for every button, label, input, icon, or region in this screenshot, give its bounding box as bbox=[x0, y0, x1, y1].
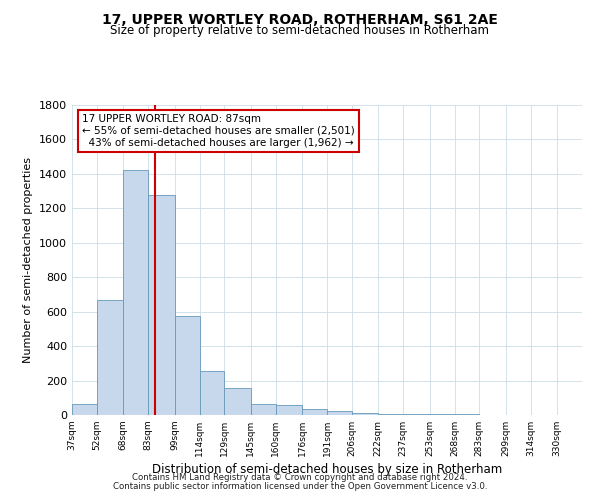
Text: Size of property relative to semi-detached houses in Rotherham: Size of property relative to semi-detach… bbox=[110, 24, 490, 37]
Bar bbox=[455, 414, 479, 415]
Bar bbox=[275, 405, 302, 415]
Text: Contains public sector information licensed under the Open Government Licence v3: Contains public sector information licen… bbox=[113, 482, 487, 491]
Text: 17 UPPER WORTLEY ROAD: 87sqm
← 55% of semi-detached houses are smaller (2,501)
 : 17 UPPER WORTLEY ROAD: 87sqm ← 55% of se… bbox=[82, 114, 355, 148]
Bar bbox=[175, 316, 199, 415]
Bar bbox=[97, 300, 124, 415]
Bar bbox=[199, 371, 224, 415]
Text: Contains HM Land Registry data © Crown copyright and database right 2024.: Contains HM Land Registry data © Crown c… bbox=[132, 472, 468, 482]
Bar bbox=[124, 170, 148, 415]
Bar bbox=[224, 388, 251, 415]
X-axis label: Distribution of semi-detached houses by size in Rotherham: Distribution of semi-detached houses by … bbox=[152, 463, 502, 476]
Bar bbox=[403, 414, 430, 415]
Y-axis label: Number of semi-detached properties: Number of semi-detached properties bbox=[23, 157, 34, 363]
Bar bbox=[302, 409, 327, 415]
Bar bbox=[327, 410, 352, 415]
Bar bbox=[72, 404, 97, 415]
Bar bbox=[148, 194, 175, 415]
Bar bbox=[251, 404, 275, 415]
Bar bbox=[352, 414, 379, 415]
Bar bbox=[430, 414, 455, 415]
Bar bbox=[379, 414, 403, 415]
Text: 17, UPPER WORTLEY ROAD, ROTHERHAM, S61 2AE: 17, UPPER WORTLEY ROAD, ROTHERHAM, S61 2… bbox=[102, 12, 498, 26]
